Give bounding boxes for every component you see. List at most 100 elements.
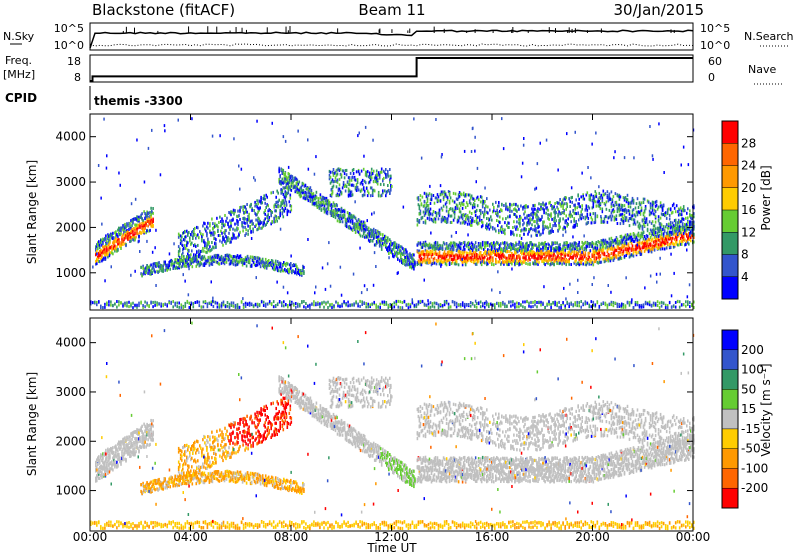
- power-cell: [167, 265, 169, 269]
- power-cell: [490, 258, 492, 262]
- power-cell: [298, 189, 301, 193]
- power-cell: [132, 221, 134, 225]
- power-cell: [203, 221, 205, 225]
- power-cell: [149, 264, 151, 268]
- power-cell: [278, 198, 280, 202]
- power-cell: [484, 246, 486, 249]
- power-cell: [142, 272, 144, 276]
- power-cell: [293, 185, 296, 189]
- power-cell: [96, 259, 98, 263]
- power-cell: [289, 196, 292, 200]
- power-cell: [299, 186, 302, 190]
- power-cell: [424, 244, 427, 248]
- power-cell: [186, 255, 188, 259]
- power-cell: [227, 257, 230, 261]
- power-cell: [149, 210, 151, 214]
- power-cell: [471, 252, 474, 256]
- power-cell: [443, 255, 446, 259]
- power-cell: [540, 232, 542, 236]
- power-cell: [335, 185, 338, 189]
- power-cell: [453, 212, 456, 216]
- power-cell: [274, 267, 277, 271]
- power-cell: [282, 199, 285, 203]
- power-cell: [98, 256, 100, 260]
- power-cell: [376, 182, 379, 186]
- power-cell: [452, 241, 455, 245]
- power-cell: [98, 240, 100, 244]
- power-cell: [351, 193, 354, 197]
- power-cell: [359, 226, 362, 230]
- power-cell: [471, 243, 474, 246]
- power-cell: [274, 214, 276, 218]
- power-cell: [284, 268, 286, 272]
- power-cell: [224, 232, 226, 236]
- power-cell: [108, 240, 110, 244]
- power-cell: [305, 187, 308, 191]
- power-cell: [178, 256, 181, 260]
- power-cell: [503, 242, 505, 246]
- power-cell: [315, 201, 318, 205]
- power-cell: [387, 239, 389, 243]
- power-cell: [484, 200, 486, 203]
- power-cell: [394, 253, 396, 257]
- power-cell: [530, 253, 532, 257]
- power-cell: [286, 181, 289, 185]
- power-cell: [237, 261, 240, 265]
- power-cell: [449, 241, 452, 245]
- power-cell: [120, 226, 122, 230]
- power-cell: [458, 241, 461, 245]
- power-cell: [256, 205, 258, 209]
- power-cell: [334, 179, 337, 183]
- power-cell: [511, 262, 513, 266]
- power-cell: [187, 241, 189, 245]
- power-cell: [484, 261, 486, 265]
- power-cell: [432, 259, 435, 263]
- power-cell: [178, 264, 180, 268]
- power-cell: [105, 234, 107, 238]
- power-cell: [449, 248, 452, 251]
- power-cell: [366, 170, 369, 174]
- power-cell: [281, 171, 284, 175]
- power-cell: [269, 263, 272, 267]
- power-cell: [361, 223, 364, 226]
- power-cell: [335, 169, 338, 173]
- power-cell: [219, 256, 222, 260]
- power-cell: [325, 199, 328, 203]
- power-cell: [226, 236, 228, 240]
- power-cell: [479, 244, 482, 247]
- power-cell: [158, 269, 160, 273]
- power-cell: [256, 259, 259, 263]
- power-cell: [233, 236, 235, 240]
- power-cell: [119, 233, 121, 237]
- power-cell: [397, 248, 399, 252]
- power-cell: [123, 231, 125, 235]
- power-cell: [509, 245, 511, 249]
- power-cell: [122, 240, 124, 243]
- power-cell: [368, 230, 371, 234]
- power-cell: [459, 242, 462, 246]
- power-cell: [430, 255, 433, 259]
- freq-tick-bottom: 8: [74, 71, 81, 84]
- power-cell: [264, 217, 266, 221]
- power-cell: [465, 193, 468, 197]
- power-cell: [345, 225, 348, 229]
- power-cell: [292, 269, 294, 273]
- power-cell: [133, 238, 135, 242]
- power-cell: [150, 218, 152, 222]
- power-cell: [289, 204, 292, 208]
- power-cell: [117, 234, 119, 238]
- power-cell: [373, 233, 376, 237]
- power-cell: [527, 253, 529, 256]
- power-cell: [440, 259, 443, 263]
- power-cell: [285, 194, 288, 198]
- power-cell: [361, 182, 364, 186]
- power-cell: [367, 232, 370, 236]
- power-cell: [496, 219, 498, 222]
- power-cell: [475, 208, 478, 212]
- power-cell: [503, 246, 505, 250]
- power-cell: [497, 249, 499, 252]
- power-cell: [527, 262, 529, 266]
- power-cell: [156, 262, 158, 266]
- power-cell: [134, 223, 136, 227]
- power-cell: [556, 262, 558, 265]
